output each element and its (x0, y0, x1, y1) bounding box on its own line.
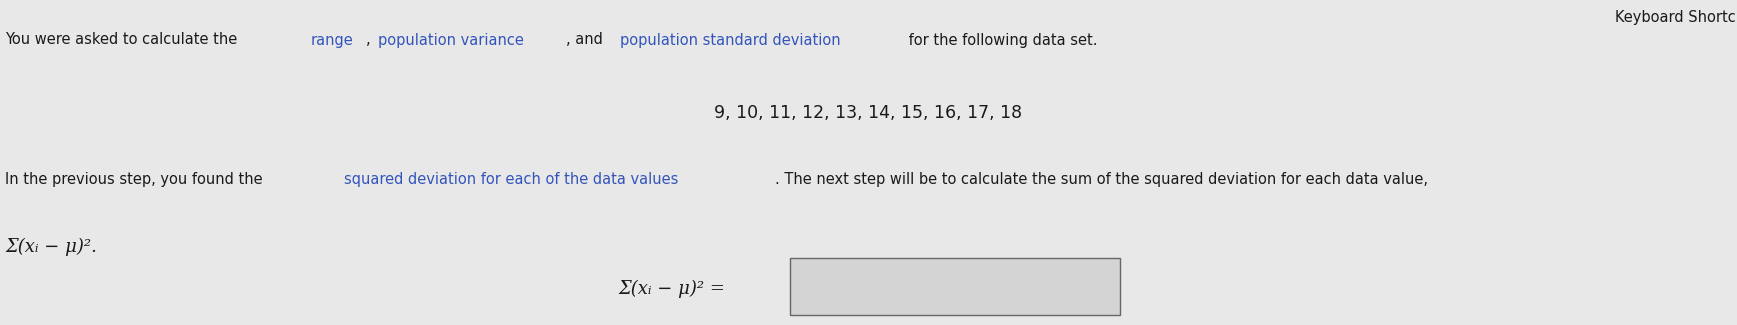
Text: for the following data set.: for the following data set. (905, 32, 1098, 47)
FancyBboxPatch shape (790, 258, 1120, 315)
Text: . The next step will be to calculate the sum of the squared deviation for each d: . The next step will be to calculate the… (775, 172, 1428, 187)
Text: Σ(xᵢ − μ)² =: Σ(xᵢ − μ)² = (618, 280, 726, 298)
Text: , and: , and (566, 32, 608, 47)
Text: ,: , (367, 32, 375, 47)
Text: range: range (311, 32, 354, 47)
Text: 9, 10, 11, 12, 13, 14, 15, 16, 17, 18: 9, 10, 11, 12, 13, 14, 15, 16, 17, 18 (714, 104, 1023, 122)
Text: In the previous step, you found the: In the previous step, you found the (5, 172, 267, 187)
Text: population variance: population variance (379, 32, 525, 47)
Text: Σ(xᵢ − μ)².: Σ(xᵢ − μ)². (5, 237, 97, 255)
Text: population standard deviation: population standard deviation (620, 32, 841, 47)
Text: Keyboard Shortc: Keyboard Shortc (1614, 10, 1735, 25)
Text: squared deviation for each of the data values: squared deviation for each of the data v… (344, 172, 677, 187)
Text: You were asked to calculate the: You were asked to calculate the (5, 32, 241, 47)
